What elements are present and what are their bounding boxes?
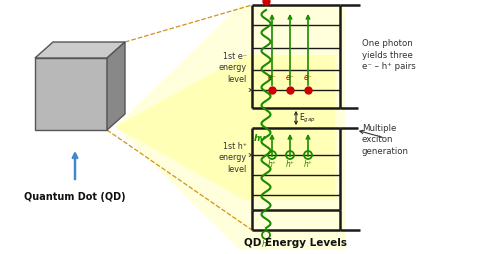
- Text: h⁺: h⁺: [262, 240, 270, 249]
- Text: e⁻: e⁻: [304, 73, 312, 82]
- Polygon shape: [115, 5, 345, 250]
- Text: Quantum Dot (QD): Quantum Dot (QD): [24, 192, 126, 202]
- Text: hv: hv: [254, 134, 266, 143]
- Text: 1st e⁻
energy
level: 1st e⁻ energy level: [219, 52, 247, 84]
- Text: e⁻: e⁻: [268, 73, 276, 82]
- Polygon shape: [35, 42, 125, 58]
- Polygon shape: [115, 55, 335, 200]
- Text: 1st h⁺
energy
level: 1st h⁺ energy level: [219, 142, 247, 173]
- Text: h⁺: h⁺: [303, 160, 312, 169]
- Text: e⁻: e⁻: [286, 73, 294, 82]
- Polygon shape: [107, 42, 125, 130]
- Text: QD Energy Levels: QD Energy Levels: [244, 238, 348, 248]
- Text: One photon
yields three
e⁻ – h⁺ pairs: One photon yields three e⁻ – h⁺ pairs: [362, 39, 416, 71]
- Bar: [35, 58, 107, 130]
- Text: Multiple
exciton
generation: Multiple exciton generation: [362, 124, 409, 156]
- Text: E$_{gap}$: E$_{gap}$: [299, 112, 316, 124]
- Text: h⁺: h⁺: [286, 160, 294, 169]
- Text: h⁺: h⁺: [267, 160, 276, 169]
